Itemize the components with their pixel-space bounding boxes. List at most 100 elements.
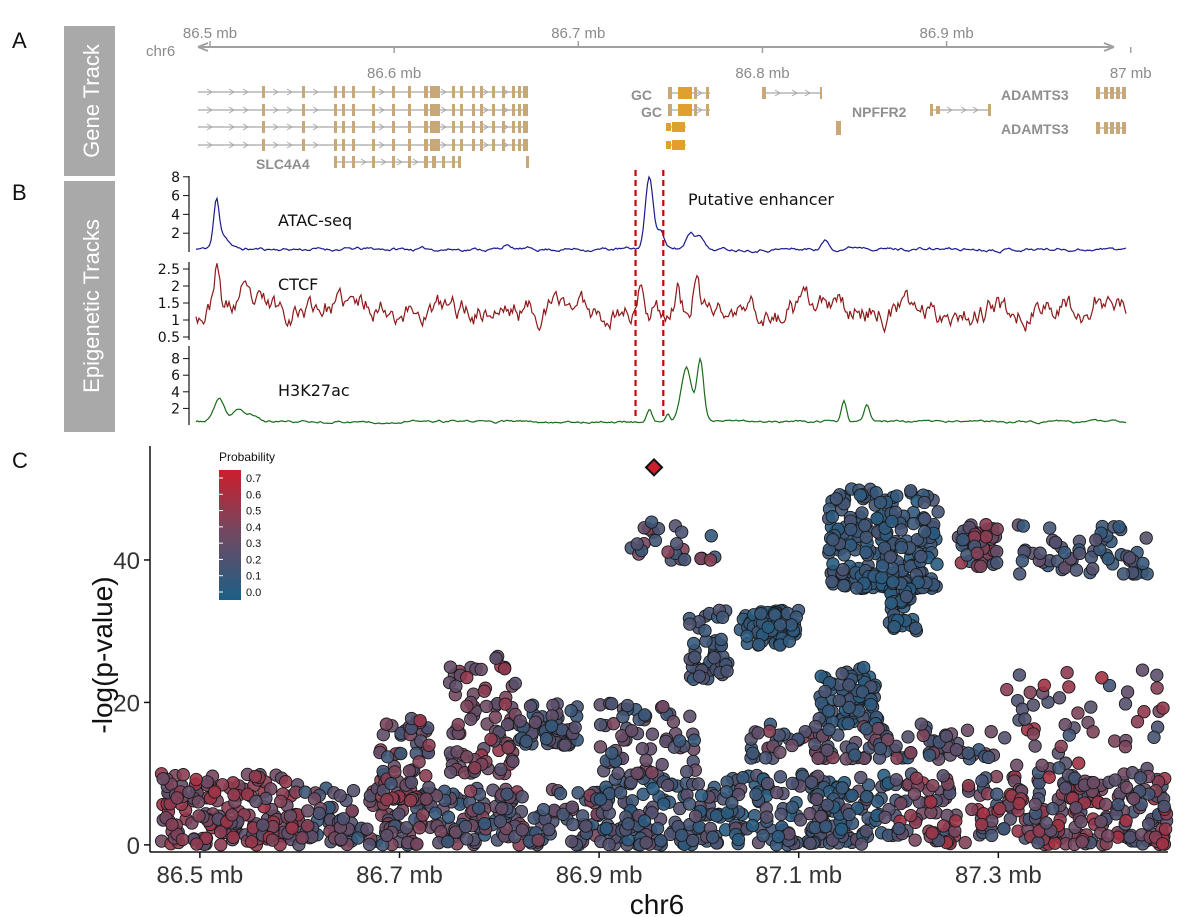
- exon: [334, 104, 337, 116]
- scatter-point: [1054, 739, 1068, 754]
- scatter-point: [922, 748, 937, 762]
- scatter-point: [837, 548, 851, 562]
- scatter-point: [274, 794, 288, 808]
- strand-arrow: [286, 88, 293, 96]
- exon: [523, 121, 528, 133]
- scatter-point: [498, 697, 512, 711]
- slc4a4-transcript-5: [334, 156, 461, 168]
- exon: [1104, 122, 1108, 134]
- track-y-tick-label: 6: [171, 189, 180, 205]
- scatter-point: [479, 699, 494, 714]
- scatter-point: [244, 835, 259, 849]
- scatter-point: [1155, 837, 1170, 851]
- scatter-point: [449, 679, 463, 693]
- scatter-point: [1058, 545, 1072, 560]
- scatter-point: [579, 819, 593, 833]
- scatter-point: [1150, 681, 1164, 695]
- strand-arrow: [242, 123, 249, 131]
- exon: [442, 156, 445, 168]
- track-y-tick-label: 8: [171, 352, 180, 368]
- scatter-point: [1000, 682, 1014, 697]
- exon: [668, 104, 672, 116]
- scatter-point: [1071, 706, 1085, 720]
- scatter-point: [842, 700, 856, 715]
- scatter-point: [1118, 740, 1133, 754]
- scatter-point: [1048, 836, 1062, 850]
- strand-arrow: [242, 88, 249, 96]
- scatter-point: [870, 511, 884, 526]
- scatter-point: [428, 806, 443, 820]
- strand-arrow: [286, 106, 293, 114]
- scatter-point: [498, 662, 512, 676]
- exon: [408, 86, 411, 98]
- track-y-tick-label: 2: [171, 226, 180, 242]
- scatter-point: [752, 637, 766, 652]
- strand-arrow: [206, 141, 213, 149]
- scatter-point: [841, 716, 855, 731]
- scatter-point: [488, 710, 502, 724]
- scatter-point: [1052, 691, 1067, 705]
- scatter-point: [501, 741, 515, 755]
- scatter-point: [675, 828, 689, 842]
- scatter-point: [1099, 797, 1113, 812]
- adamts3-transcript-2: [1096, 122, 1126, 134]
- scatter-point: [924, 795, 938, 809]
- scatter-point: [993, 801, 1007, 816]
- scatter-point: [749, 787, 763, 801]
- exon: [342, 86, 345, 98]
- x-tick-label: 86.5 mb: [157, 862, 244, 889]
- scatter-point: [854, 770, 868, 785]
- scatter-point: [859, 530, 873, 544]
- track-y-tick-label: 2: [171, 279, 180, 295]
- scatter-point: [655, 757, 669, 772]
- exon: [342, 156, 345, 168]
- scatter-point: [825, 574, 839, 589]
- scatter-point: [810, 792, 824, 806]
- scatter-point: [1018, 712, 1032, 726]
- lead-variant-diamond: [644, 457, 664, 477]
- exon: [1116, 122, 1120, 134]
- scatter-point: [1023, 685, 1037, 700]
- scatter-point: [844, 522, 858, 537]
- strand-arrow: [946, 106, 953, 114]
- scatter-point: [360, 822, 374, 836]
- scatter-point: [1031, 836, 1045, 850]
- scatter-point: [553, 786, 568, 801]
- exon: [424, 156, 428, 168]
- scatter-point: [1086, 562, 1100, 576]
- scatter-point: [860, 790, 874, 804]
- scatter-point: [909, 621, 923, 635]
- scatter-point: [213, 825, 228, 839]
- scatter-point: [842, 678, 856, 692]
- scatter-point: [820, 798, 835, 812]
- legend-tick-label: 0.6: [246, 489, 261, 501]
- scatter-point: [811, 751, 825, 765]
- scatter-point: [1069, 563, 1084, 577]
- slc4a4-transcript-2: [198, 104, 528, 116]
- scatter-point: [1042, 770, 1056, 784]
- legend-tick-label: 0.4: [246, 522, 261, 534]
- scatter-point: [758, 751, 773, 765]
- scatter-point: [645, 766, 659, 780]
- scatter-point: [416, 808, 430, 822]
- exon: [436, 86, 440, 98]
- scatter-point: [785, 800, 799, 814]
- lead-variant-marker-group: [644, 457, 664, 477]
- scatter-point: [682, 797, 697, 811]
- exon: [424, 86, 428, 98]
- scatter-point: [731, 832, 746, 847]
- scatter-point: [687, 636, 701, 651]
- scatter-point: [785, 738, 799, 753]
- epigenetic-side-label: Epigenetic Tracks: [79, 219, 104, 393]
- exon: [302, 121, 305, 133]
- scatter-point: [885, 514, 899, 529]
- scatter-point: [808, 737, 822, 751]
- exon: [472, 104, 475, 116]
- scatter-point: [909, 771, 924, 785]
- scatter-point: [875, 559, 890, 573]
- strand-arrow: [804, 89, 811, 97]
- scatter-point: [225, 808, 239, 822]
